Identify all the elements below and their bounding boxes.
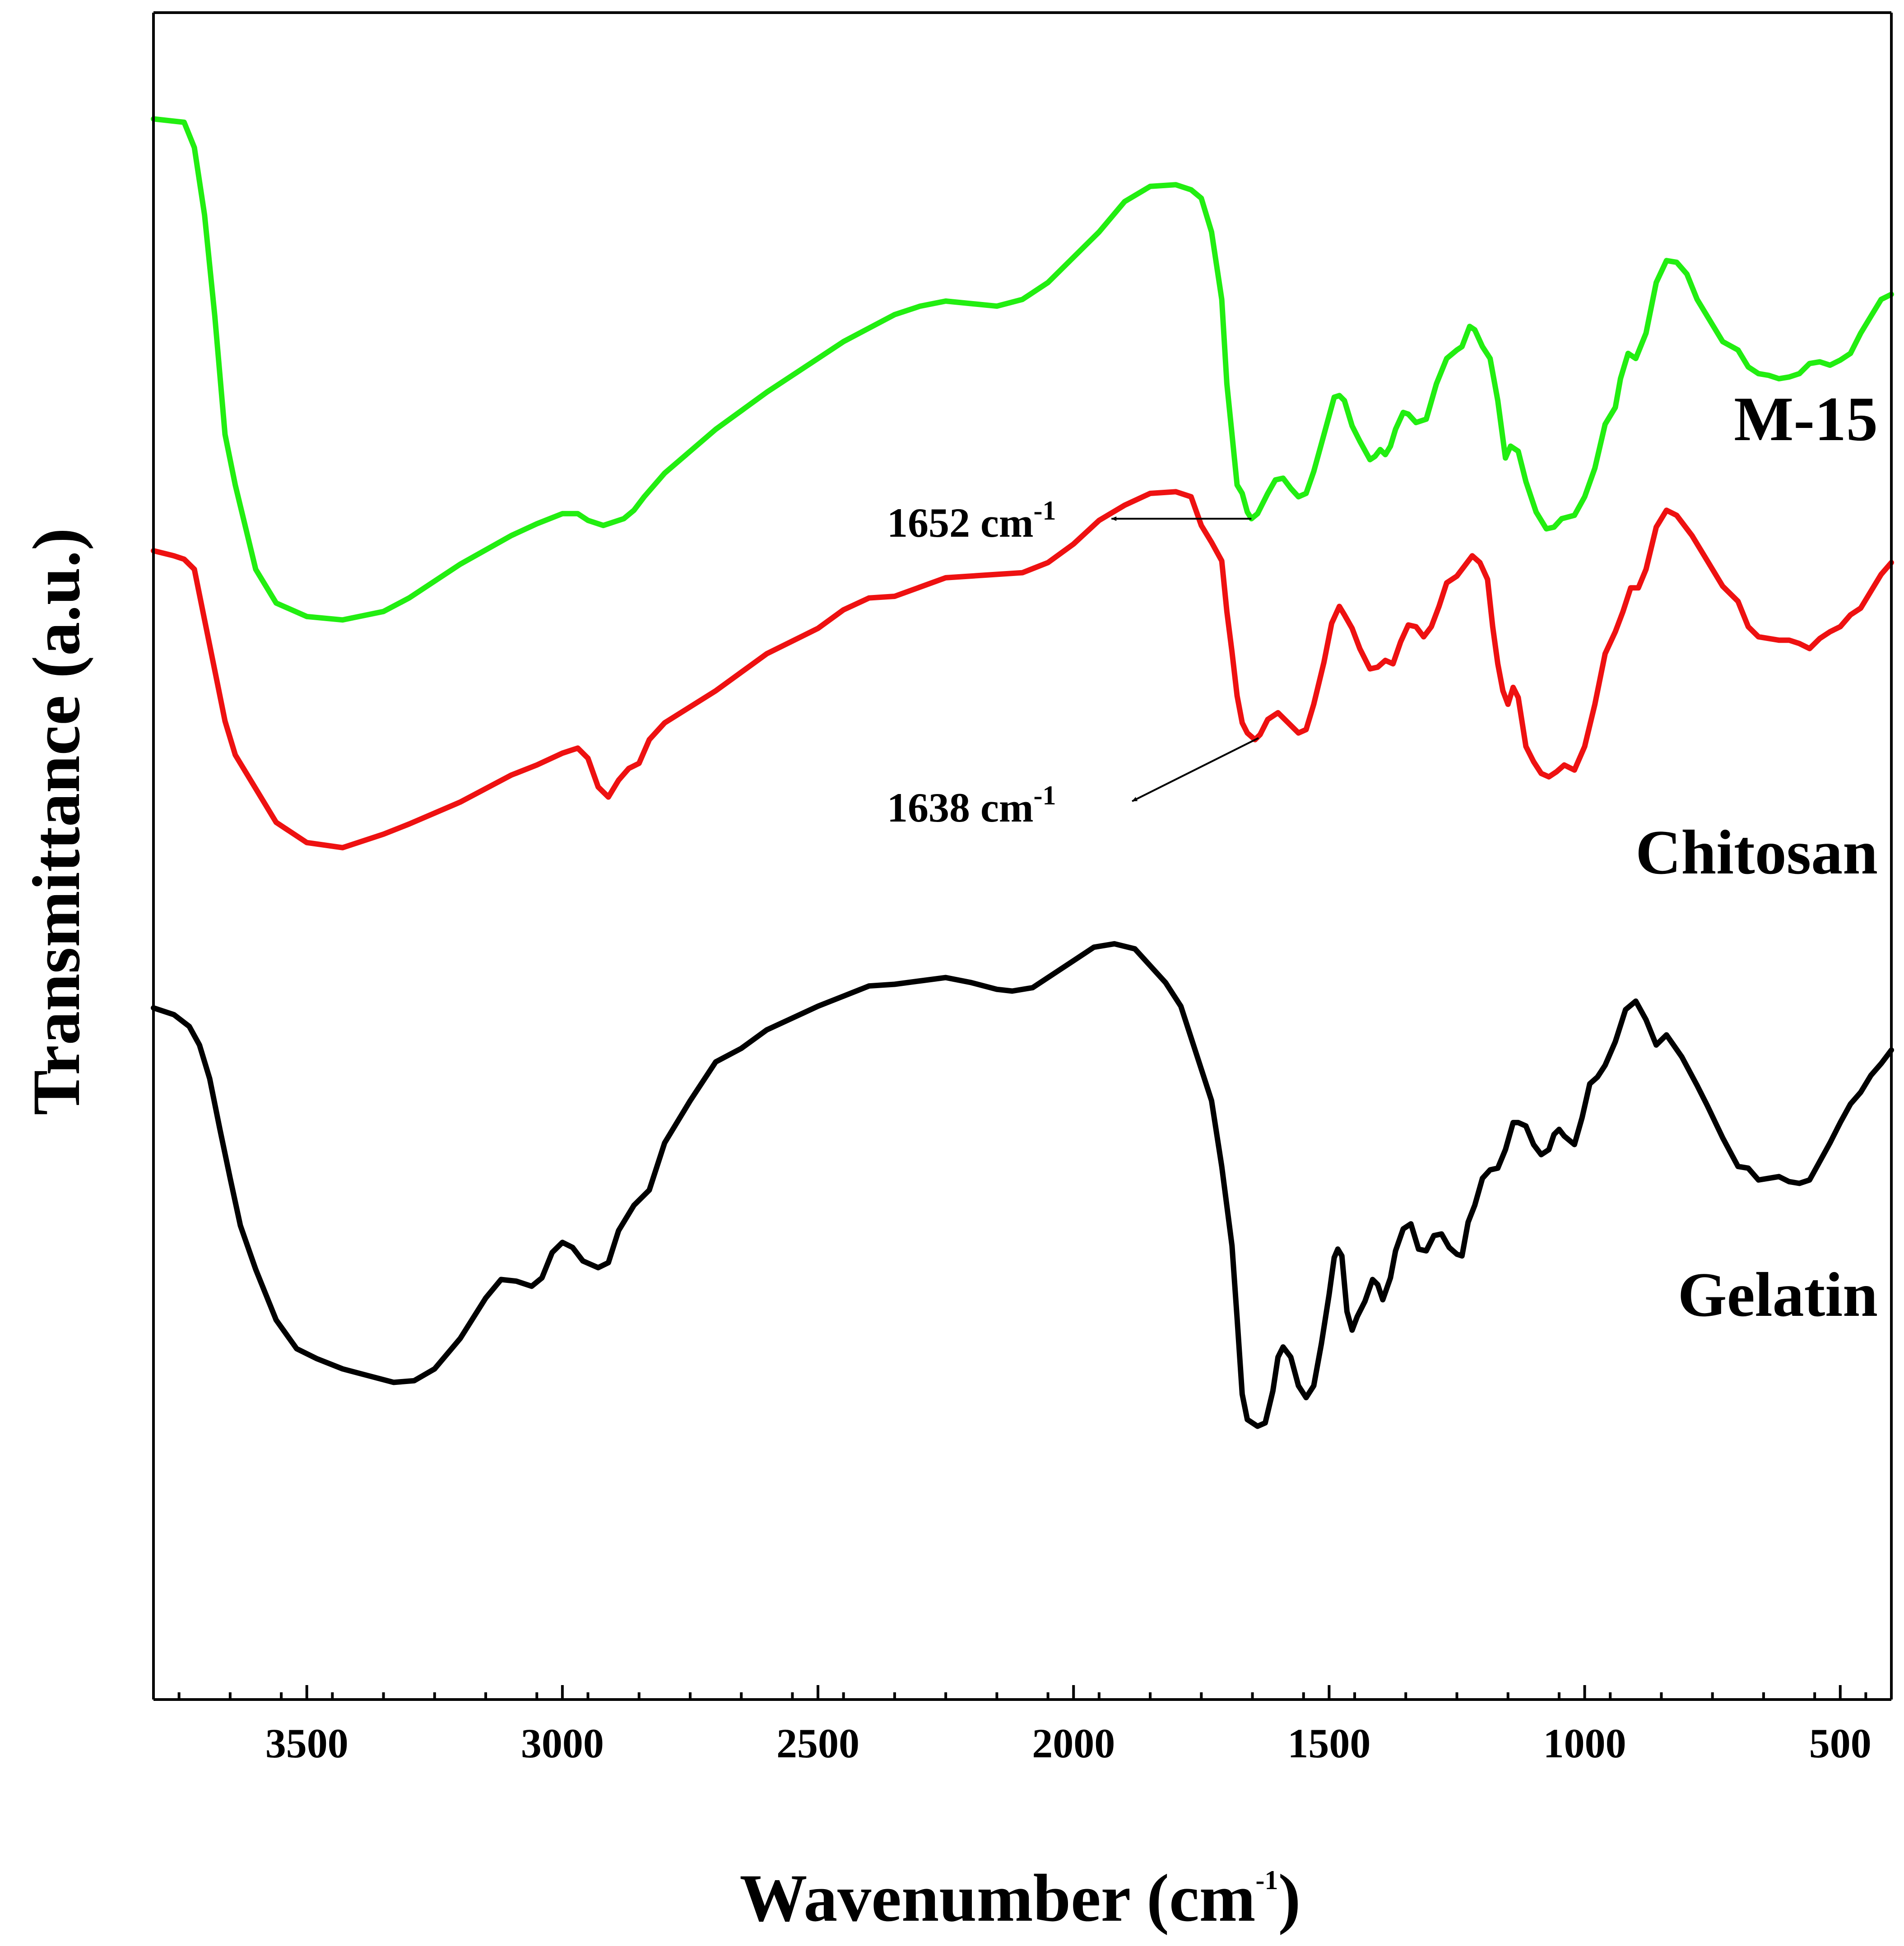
x-tick-label-2500: 2500: [776, 1720, 859, 1766]
annotation-label-1652: 1652 cm-1: [887, 496, 1056, 546]
x-tick-label-3000: 3000: [521, 1720, 604, 1766]
series-label-gelatin: Gelatin: [1678, 1260, 1878, 1330]
x-tick-label-1000: 1000: [1543, 1720, 1626, 1766]
x-axis-title-main: Wavenumber (cm: [740, 1861, 1256, 1936]
series-line-chitosan: [151, 489, 1894, 850]
x-axis-title: Wavenumber (cm-1): [740, 1861, 1301, 1936]
series-label-m15: M-15: [1734, 384, 1878, 454]
annotation-sup: -1: [1033, 780, 1056, 810]
y-axis-title: Transmittance (a.u.): [19, 528, 94, 1115]
x-axis-title-sup: -1: [1256, 1865, 1278, 1895]
x-ticks-group: 3500 3000 2500 2000 1500 1000 500: [177, 1685, 1871, 1766]
annotation-label-1638: 1638 cm-1: [887, 780, 1056, 831]
x-tick-label-1500: 1500: [1287, 1720, 1370, 1766]
spectra-group: [151, 116, 1894, 1429]
x-axis-title-close: ): [1278, 1861, 1300, 1936]
annotation-text: 1652 cm: [887, 500, 1033, 546]
series-line-gelatin: [151, 941, 1894, 1429]
x-tick-label-3500: 3500: [265, 1720, 348, 1766]
plot-frame: [152, 11, 1893, 1701]
x-tick-label-500: 500: [1809, 1720, 1871, 1766]
annotation-sup: -1: [1033, 496, 1056, 525]
annotation-text: 1638 cm: [887, 785, 1033, 831]
series-line-m-15: [151, 116, 1894, 623]
x-tick-label-2000: 2000: [1032, 1720, 1115, 1766]
series-label-chitosan: Chitosan: [1635, 817, 1878, 887]
annotation-arrow-1638: [1132, 737, 1259, 802]
